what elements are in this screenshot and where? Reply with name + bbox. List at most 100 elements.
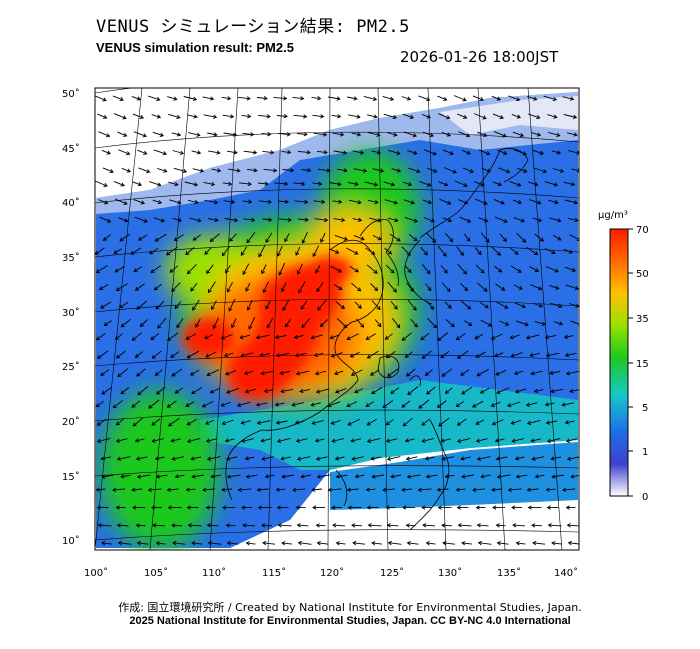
wind-arrow (445, 319, 455, 327)
wind-arrow (328, 96, 340, 100)
wind-arrow-head (520, 218, 526, 223)
wind-arrow-head (563, 334, 569, 340)
wind-arrow (473, 180, 485, 187)
wind-arrow (480, 319, 492, 327)
wind-arrow (228, 298, 236, 312)
wind-arrow-head (112, 404, 117, 409)
wind-arrow (280, 371, 290, 374)
wind-arrow-head (116, 523, 121, 528)
wind-arrow (491, 401, 501, 407)
wind-arrow (552, 168, 564, 172)
wind-arrow (330, 265, 342, 273)
wind-arrow-head (296, 523, 301, 528)
wind-arrow (534, 233, 544, 242)
wind-arrow (408, 233, 418, 242)
wind-arrow (207, 132, 217, 136)
wind-arrow (332, 200, 342, 203)
wind-arrow (384, 199, 398, 204)
wind-arrow-head (480, 182, 485, 187)
wind-arrow-head (113, 250, 118, 254)
wind-arrow (101, 542, 113, 545)
wind-arrow (210, 233, 220, 242)
wind-arrow-head (539, 237, 544, 242)
wind-arrow-head (292, 487, 297, 493)
wind-arrow-head (377, 218, 382, 223)
wind-arrow-head (452, 169, 457, 174)
wind-arrow (132, 181, 142, 186)
wind-arrow-head (142, 133, 147, 138)
wind-arrow (439, 198, 451, 205)
wind-arrow (118, 542, 132, 545)
wind-arrow (221, 96, 231, 100)
wind-arrow-head (351, 456, 356, 461)
wind-arrow-head (343, 324, 348, 329)
wind-arrow-head (261, 269, 266, 275)
wind-arrow (136, 524, 146, 527)
wind-arrow-head (277, 523, 282, 528)
wind-arrow-head (527, 505, 532, 510)
wind-arrow-head (195, 323, 200, 328)
wind-arrow-head (317, 96, 322, 101)
wind-arrow-head (561, 402, 566, 407)
wind-arrow-head (545, 353, 551, 358)
wind-arrow-head (106, 133, 111, 138)
wind-arrow (135, 351, 143, 358)
wind-arrow-head (286, 132, 291, 137)
wind-arrow-head (497, 182, 503, 187)
wind-arrow (552, 474, 564, 478)
wind-arrow-head (240, 420, 245, 425)
wind-arrow (172, 150, 184, 154)
wind-arrow (475, 351, 487, 358)
wind-arrow (480, 232, 490, 243)
wind-arrow (137, 474, 151, 478)
wind-arrow-head (233, 150, 238, 155)
wind-arrow (544, 248, 556, 254)
wind-arrow (152, 438, 164, 442)
wind-arrow-head (392, 288, 397, 293)
wind-arrow-head (412, 133, 418, 138)
wind-arrow (193, 234, 201, 241)
wind-arrow (478, 217, 488, 222)
wind-arrow (221, 334, 233, 339)
wind-arrow-head (444, 389, 449, 394)
wind-arrow-head (497, 268, 503, 273)
wind-arrow (229, 233, 237, 242)
wind-arrow (231, 318, 237, 328)
wind-arrow-head (515, 541, 520, 546)
wind-arrow-head (131, 403, 136, 408)
wind-arrow-head (371, 390, 376, 395)
wind-arrow (420, 332, 430, 341)
wind-arrow-head (340, 305, 345, 310)
wind-arrow (509, 180, 521, 187)
clean-air-northeast (440, 96, 578, 135)
wind-arrow (204, 199, 218, 204)
wind-arrow-head (185, 335, 190, 340)
wind-arrow-head (373, 269, 378, 274)
wind-arrow-head (559, 168, 565, 173)
wind-arrow-head (455, 336, 461, 341)
wind-arrow (95, 95, 107, 101)
wind-arrow (442, 368, 452, 377)
wind-arrow-head (356, 114, 361, 119)
wind-arrow (491, 488, 503, 491)
wind-arrow (316, 456, 328, 460)
wind-arrow-head (189, 371, 195, 376)
wind-arrow (186, 114, 198, 118)
colorbar-tick-label: 50 (636, 269, 649, 280)
wind-arrow (166, 246, 178, 256)
wind-arrow (372, 474, 384, 478)
wind-arrow-head (104, 200, 109, 205)
wind-arrow-head (96, 505, 101, 510)
wind-arrow (551, 388, 563, 393)
wind-arrow-head (533, 388, 539, 394)
wind-arrow (419, 180, 431, 187)
forecast-timestamp: 2026-01-26 18:00JST (400, 48, 559, 66)
wind-arrow (261, 524, 273, 527)
wind-arrow (421, 418, 431, 426)
wind-arrow (564, 199, 578, 204)
wind-arrow-head (136, 474, 142, 479)
wind-arrow (460, 283, 468, 291)
wind-arrow (98, 131, 110, 137)
wind-arrow (385, 333, 393, 340)
wind-arrow (113, 113, 127, 119)
